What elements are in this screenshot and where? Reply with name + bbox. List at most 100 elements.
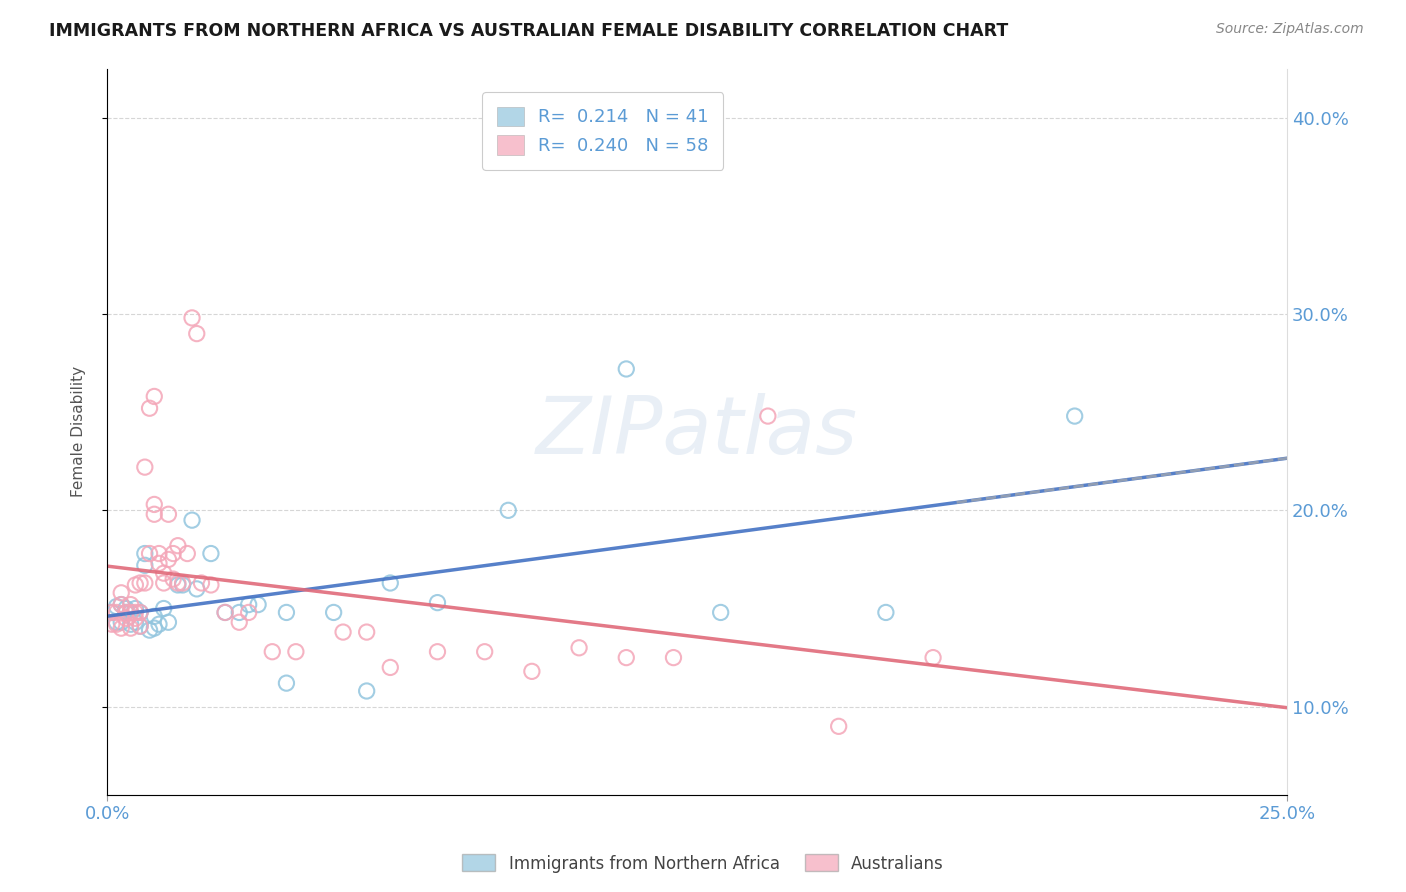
Point bbox=[474, 645, 496, 659]
Point bbox=[332, 625, 354, 640]
Point bbox=[167, 576, 190, 591]
Point bbox=[124, 611, 146, 625]
Point bbox=[129, 576, 152, 591]
Point bbox=[110, 598, 132, 612]
Point bbox=[356, 625, 378, 640]
Point bbox=[129, 606, 152, 620]
Text: ZIPatlas: ZIPatlas bbox=[536, 392, 858, 471]
Point bbox=[124, 601, 146, 615]
Point bbox=[380, 576, 402, 591]
Point bbox=[875, 606, 897, 620]
Point bbox=[284, 645, 307, 659]
Point bbox=[148, 547, 170, 561]
Point bbox=[190, 576, 212, 591]
Point bbox=[143, 508, 166, 522]
Point bbox=[152, 566, 174, 581]
Point bbox=[157, 615, 180, 630]
Point bbox=[120, 606, 142, 620]
Point bbox=[110, 621, 132, 635]
Point bbox=[176, 547, 198, 561]
Point bbox=[138, 401, 160, 416]
Point bbox=[238, 606, 260, 620]
Legend: R=  0.214   N = 41, R=  0.240   N = 58: R= 0.214 N = 41, R= 0.240 N = 58 bbox=[482, 92, 723, 169]
Point bbox=[828, 719, 851, 733]
Point bbox=[200, 578, 222, 592]
Point bbox=[238, 598, 260, 612]
Point bbox=[129, 619, 152, 633]
Point bbox=[124, 578, 146, 592]
Point bbox=[120, 621, 142, 635]
Point bbox=[152, 576, 174, 591]
Point bbox=[143, 621, 166, 635]
Point bbox=[186, 582, 208, 596]
Point bbox=[247, 598, 270, 612]
Point bbox=[157, 508, 180, 522]
Point bbox=[262, 645, 284, 659]
Point bbox=[186, 326, 208, 341]
Point bbox=[614, 362, 637, 376]
Point bbox=[614, 650, 637, 665]
Point bbox=[172, 578, 194, 592]
Point bbox=[568, 640, 591, 655]
Point bbox=[129, 606, 152, 620]
Point bbox=[710, 606, 733, 620]
Point bbox=[110, 586, 132, 600]
Point bbox=[756, 409, 779, 423]
Point bbox=[105, 615, 128, 630]
Point bbox=[152, 601, 174, 615]
Point bbox=[138, 623, 160, 637]
Point bbox=[134, 547, 156, 561]
Point bbox=[115, 601, 138, 615]
Point bbox=[356, 684, 378, 698]
Point bbox=[922, 650, 945, 665]
Point bbox=[380, 660, 402, 674]
Point bbox=[124, 615, 146, 630]
Point bbox=[101, 606, 124, 620]
Point bbox=[115, 606, 138, 620]
Point bbox=[115, 606, 138, 620]
Point bbox=[138, 547, 160, 561]
Point bbox=[200, 547, 222, 561]
Point bbox=[134, 576, 156, 591]
Point bbox=[101, 606, 124, 620]
Point bbox=[143, 609, 166, 624]
Point bbox=[148, 557, 170, 571]
Point bbox=[162, 572, 184, 586]
Point bbox=[228, 606, 250, 620]
Point bbox=[143, 389, 166, 403]
Point bbox=[172, 576, 194, 591]
Point bbox=[120, 606, 142, 620]
Point bbox=[120, 617, 142, 632]
Point bbox=[276, 676, 298, 690]
Point bbox=[115, 611, 138, 625]
Point bbox=[662, 650, 685, 665]
Point bbox=[167, 578, 190, 592]
Point bbox=[105, 606, 128, 620]
Point bbox=[214, 606, 236, 620]
Point bbox=[110, 615, 132, 630]
Point bbox=[181, 513, 204, 527]
Point bbox=[214, 606, 236, 620]
Point bbox=[148, 617, 170, 632]
Point bbox=[134, 460, 156, 475]
Point bbox=[105, 599, 128, 614]
Point bbox=[143, 498, 166, 512]
Point bbox=[426, 596, 449, 610]
Point bbox=[276, 606, 298, 620]
Y-axis label: Female Disability: Female Disability bbox=[72, 367, 86, 498]
Point bbox=[520, 665, 543, 679]
Point bbox=[110, 598, 132, 612]
Point bbox=[105, 617, 128, 632]
Point bbox=[167, 539, 190, 553]
Point bbox=[426, 645, 449, 659]
Legend: Immigrants from Northern Africa, Australians: Immigrants from Northern Africa, Austral… bbox=[456, 847, 950, 880]
Text: IMMIGRANTS FROM NORTHERN AFRICA VS AUSTRALIAN FEMALE DISABILITY CORRELATION CHAR: IMMIGRANTS FROM NORTHERN AFRICA VS AUSTR… bbox=[49, 22, 1008, 40]
Point bbox=[322, 606, 344, 620]
Point bbox=[1063, 409, 1085, 423]
Point bbox=[162, 547, 184, 561]
Point bbox=[228, 615, 250, 630]
Point bbox=[120, 598, 142, 612]
Point bbox=[124, 606, 146, 620]
Point bbox=[157, 552, 180, 566]
Point bbox=[101, 617, 124, 632]
